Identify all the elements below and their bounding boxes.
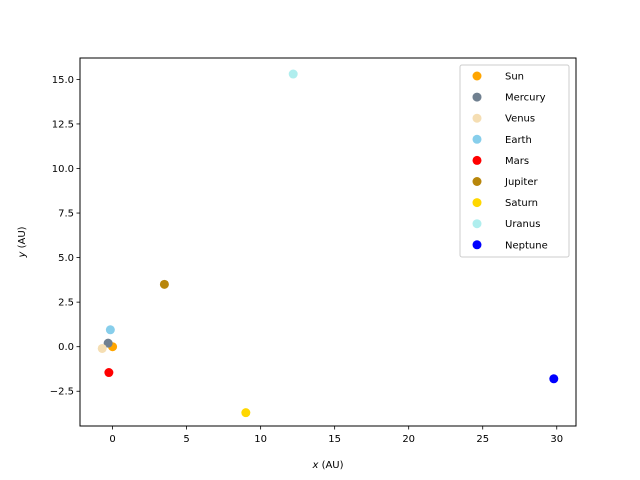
- y-axis-var: y: [17, 251, 28, 259]
- x-tick-label: 15: [328, 434, 341, 445]
- legend-marker-earth: [472, 134, 482, 144]
- legend: Sun Mercury Venus Earth Mars Jupiter Saturn Ura…: [459, 64, 570, 258]
- x-tick-label: 30: [550, 434, 563, 445]
- data-points: [97, 69, 559, 418]
- x-axis-unit: (AU): [322, 460, 344, 471]
- legend-label-mars: Mars: [505, 156, 529, 167]
- y-tick-label: 5.0: [58, 253, 74, 264]
- point-mercury: [103, 338, 113, 348]
- x-tick-label: 25: [476, 434, 489, 445]
- y-tick-label: 7.5: [58, 209, 74, 220]
- legend-marker-saturn: [472, 198, 482, 208]
- y-tick-label: 15.0: [52, 75, 74, 86]
- x-tick-label: 5: [183, 434, 189, 445]
- legend-label-saturn: Saturn: [505, 198, 538, 209]
- point-earth: [105, 325, 115, 335]
- legend-marker-mars: [472, 155, 482, 165]
- point-saturn: [241, 408, 251, 418]
- y-tick-label: 10.0: [52, 164, 74, 175]
- point-mars: [104, 368, 114, 378]
- legend-marker-mercury: [472, 92, 482, 102]
- legend-marker-neptune: [472, 240, 482, 250]
- y-axis-ticks: −2.5 0.0 2.5 5.0 7.5 10.0 12.5 15.0: [50, 75, 80, 398]
- point-neptune: [549, 374, 559, 384]
- legend-label-sun: Sun: [505, 72, 524, 83]
- legend-marker-venus: [472, 113, 482, 123]
- point-uranus: [288, 69, 298, 79]
- y-tick-label: 0.0: [58, 342, 74, 353]
- y-tick-label: 12.5: [52, 119, 74, 130]
- legend-label-uranus: Uranus: [505, 219, 540, 230]
- x-axis-var: x: [311, 460, 318, 471]
- point-jupiter: [159, 279, 169, 289]
- legend-label-earth: Earth: [505, 135, 532, 146]
- legend-marker-sun: [472, 71, 482, 81]
- legend-frame: [459, 64, 570, 258]
- plot-frame: [79, 57, 577, 427]
- legend-marker-jupiter: [472, 177, 482, 186]
- y-tick-label: 2.5: [58, 298, 74, 309]
- y-tick-label: −2.5: [50, 387, 74, 398]
- x-tick-label: 10: [254, 434, 267, 445]
- x-axis-label: x (AU): [311, 460, 343, 471]
- y-axis-label: y (AU): [17, 226, 28, 258]
- legend-label-venus: Venus: [505, 114, 535, 125]
- legend-label-jupiter: Jupiter: [504, 177, 538, 188]
- x-tick-label: 0: [109, 434, 115, 445]
- x-tick-label: 20: [402, 434, 415, 445]
- legend-label-neptune: Neptune: [505, 240, 548, 251]
- point-venus: [97, 343, 107, 353]
- legend-label-mercury: Mercury: [505, 93, 546, 104]
- x-axis-ticks: 0 5 10 15 20 25 30: [109, 426, 563, 445]
- legend-marker-uranus: [472, 219, 482, 229]
- y-axis-unit: (AU): [17, 226, 28, 248]
